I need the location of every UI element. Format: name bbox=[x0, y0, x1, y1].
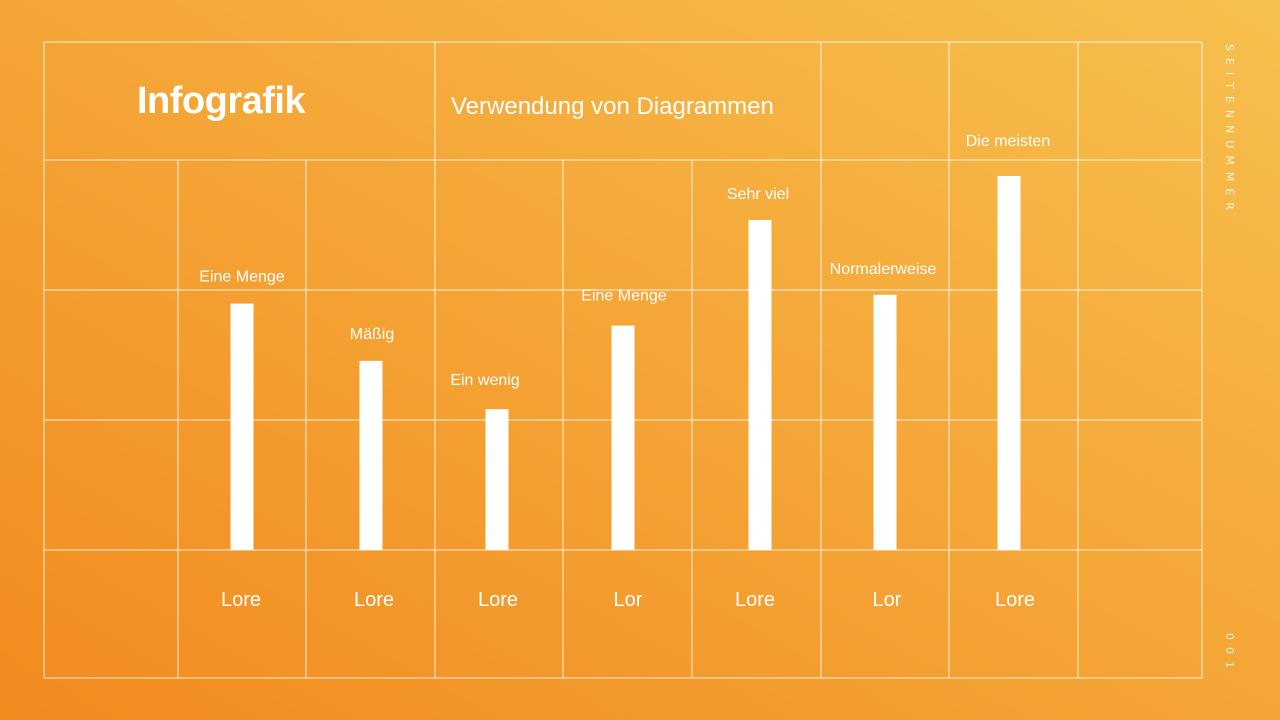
data-label: Normalerweise bbox=[830, 261, 937, 278]
bar bbox=[997, 176, 1021, 550]
data-label: Die meisten bbox=[966, 133, 1050, 150]
page-title: Infografik bbox=[137, 80, 306, 122]
category-label: Lor bbox=[873, 589, 902, 611]
data-label: Mäßig bbox=[350, 326, 394, 343]
bar bbox=[359, 360, 383, 550]
data-label: Eine Menge bbox=[199, 269, 284, 286]
bar bbox=[485, 409, 509, 550]
data-label: Ein wenig bbox=[450, 372, 519, 389]
page-number: 001 bbox=[1223, 633, 1236, 675]
bar bbox=[748, 220, 772, 550]
data-label: Sehr viel bbox=[727, 186, 789, 203]
category-label: Lore bbox=[354, 589, 394, 611]
bar bbox=[230, 303, 254, 550]
category-label: Lore bbox=[995, 589, 1035, 611]
bar bbox=[873, 294, 897, 550]
chart-title: Verwendung von Diagrammen bbox=[451, 93, 774, 120]
category-labels: Lore Lore Lore Lor Lore Lor Lore bbox=[221, 589, 1035, 611]
page-number-label: SEITENNUMMER bbox=[1223, 44, 1236, 217]
data-labels: Eine Menge Mäßig Ein wenig Eine Menge Sehr v… bbox=[199, 133, 1050, 389]
category-label: Lor bbox=[614, 589, 643, 611]
category-label: Lore bbox=[478, 589, 518, 611]
category-label: Lore bbox=[221, 589, 261, 611]
category-label: Lore bbox=[735, 589, 775, 611]
bar bbox=[611, 325, 635, 550]
data-label: Eine Menge bbox=[581, 288, 666, 305]
bars bbox=[230, 176, 1021, 550]
